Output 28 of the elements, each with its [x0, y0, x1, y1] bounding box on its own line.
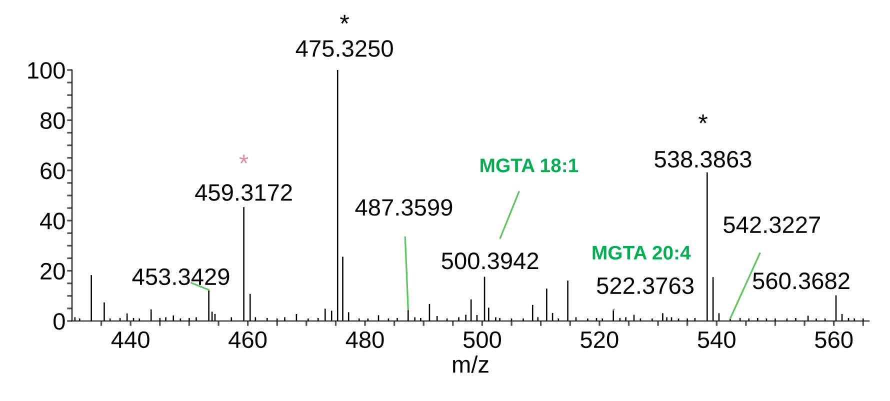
- y-tick-label: 80: [40, 112, 65, 129]
- x-tick-label: 440: [111, 331, 150, 348]
- annotation: 453.3429: [132, 268, 230, 286]
- x-tick-label: 460: [228, 331, 267, 348]
- annotation: 542.3227: [724, 216, 820, 234]
- x-axis-title: m/z: [453, 356, 488, 373]
- y-tick-label: 20: [40, 262, 65, 280]
- x-tick-label: 480: [346, 331, 384, 348]
- annotation: 500.3942: [442, 252, 538, 270]
- x-tick-label: 520: [580, 331, 618, 348]
- y-tick-label: 100: [28, 62, 65, 79]
- annotation: 459.3172: [195, 184, 292, 201]
- x-tick-label: 560: [815, 331, 853, 348]
- text: *: [340, 14, 350, 24]
- annotation: 522.3763: [597, 277, 694, 294]
- annotation: 475.3250: [296, 40, 393, 57]
- annotation: 538.3863: [654, 150, 752, 168]
- annotation: *: [239, 154, 248, 164]
- annotation: MGTA 20:4: [592, 246, 691, 260]
- annotation: *: [698, 114, 708, 124]
- x-tick-label: 500: [463, 331, 501, 348]
- annotation: 560.3682: [752, 272, 850, 290]
- x-tick-label: 540: [698, 331, 736, 348]
- y-tick-label: 40: [40, 212, 65, 230]
- y-tick-label: 0: [54, 313, 65, 330]
- annotation: 487.3599: [355, 199, 452, 216]
- y-tick-label: 60: [40, 162, 65, 180]
- annotation: MGTA 18:1: [480, 158, 578, 172]
